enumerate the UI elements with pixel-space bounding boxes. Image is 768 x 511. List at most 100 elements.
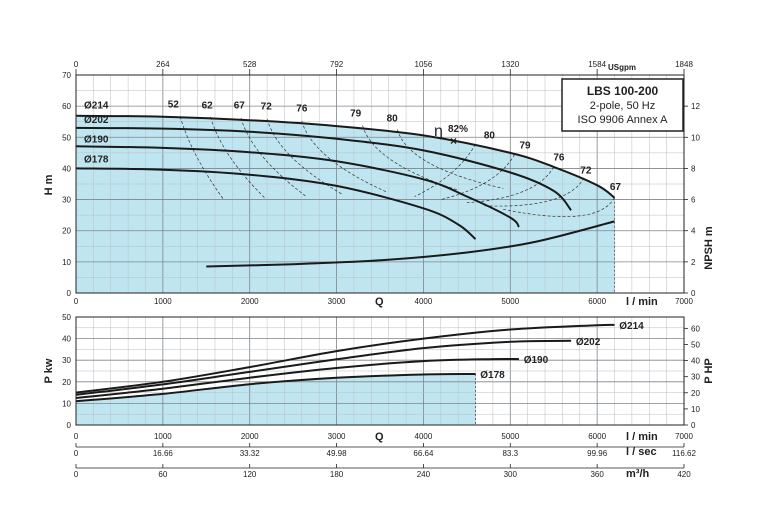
q-unit-head: l / min xyxy=(626,296,658,308)
power-hp-tick-label: 30 xyxy=(691,373,700,382)
chart-subtitle-standard: ISO 9906 Annex A xyxy=(578,114,669,126)
head-tick-label: 60 xyxy=(62,102,71,111)
m3h-unit-label: m³/h xyxy=(626,468,650,480)
efficiency-isoline-left xyxy=(301,121,388,193)
q-lmin-tick-label: 2000 xyxy=(241,297,259,306)
m3h-tick-label: 60 xyxy=(158,470,167,479)
chart-title: LBS 100-200 xyxy=(587,84,659,98)
efficiency-isoline-right xyxy=(440,154,515,200)
head-tick-label: 20 xyxy=(62,227,71,236)
q-lmin-tick-label: 1000 xyxy=(154,432,172,441)
power-curve-label: Ø202 xyxy=(576,337,601,348)
usgpm-tick-label: 0 xyxy=(74,60,79,69)
power-kw-tick-label: 20 xyxy=(62,378,71,387)
power-curve-label: Ø178 xyxy=(480,370,505,381)
power-hp-tick-label: 60 xyxy=(691,324,700,333)
npsh-tick-label: 8 xyxy=(691,164,696,173)
lsec-tick-label: 33.32 xyxy=(240,449,261,458)
lsec-tick-label: 49.98 xyxy=(327,449,348,458)
power-curves: Ø214 Ø202 Ø190 Ø178 xyxy=(75,321,644,425)
head-axis-title: H m xyxy=(43,174,55,195)
q-lmin-tick-label: 3000 xyxy=(328,297,346,306)
efficiency-label: 80 xyxy=(484,131,496,142)
q-lmin-tick-label: 1000 xyxy=(154,297,172,306)
npsh-tick-label: 10 xyxy=(691,133,700,142)
lsec-tick-label: 66.64 xyxy=(413,449,434,458)
efficiency-label: 52 xyxy=(168,100,180,111)
efficiency-label: 79 xyxy=(350,109,362,120)
head-curve-d178 xyxy=(75,167,477,240)
npsh-tick-label: 6 xyxy=(691,196,696,205)
lsec-tick-label: 99.96 xyxy=(587,449,608,458)
efficiency-label: 79 xyxy=(519,140,531,151)
head-curve-d202 xyxy=(75,126,572,211)
power-hp-tick-label: 40 xyxy=(691,357,700,366)
q-lmin-tick-label: 4000 xyxy=(415,432,433,441)
m3h-tick-label: 420 xyxy=(677,470,691,479)
efficiency-label: 67 xyxy=(234,101,246,112)
q-label-power: Q xyxy=(375,431,384,443)
efficiency-label: 80 xyxy=(387,113,399,124)
usgpm-tick-label: 792 xyxy=(330,60,344,69)
q-label-head: Q xyxy=(375,296,384,308)
power-kw-tick-label: 10 xyxy=(62,399,71,408)
efficiency-isoline-left xyxy=(179,116,224,200)
q-lmin-tick-label: 4000 xyxy=(415,297,433,306)
power-curve-d190 xyxy=(75,357,520,399)
m3h-tick-label: 120 xyxy=(243,470,257,479)
power-kw-tick-label: 30 xyxy=(62,356,71,365)
npsh-curve xyxy=(206,220,615,268)
efficiency-isoline-right xyxy=(414,143,476,197)
power-hp-axis-title: P HP xyxy=(703,358,715,383)
eta-symbol: η xyxy=(434,123,443,140)
q-unit-power: l / min xyxy=(626,431,658,443)
usgpm-tick-label: 1584 xyxy=(588,60,606,69)
efficiency-label: 72 xyxy=(261,102,273,113)
efficiency-label: 76 xyxy=(553,153,565,164)
q-lmin-tick-label: 2000 xyxy=(241,432,259,441)
q-lmin-tick-label: 0 xyxy=(74,432,79,441)
q-lmin-tick-label: 5000 xyxy=(501,432,519,441)
head-curve-label: Ø178 xyxy=(84,155,109,166)
power-hp-tick-label: 10 xyxy=(691,405,700,414)
bottom-flow-axes xyxy=(75,443,685,469)
head-tick-label: 40 xyxy=(62,164,71,173)
efficiency-label: 62 xyxy=(202,101,214,112)
title-box: LBS 100-200 2-pole, 50 Hz ISO 9906 Annex… xyxy=(561,78,684,132)
head-tick-label: 10 xyxy=(62,258,71,267)
power-curve-d202 xyxy=(75,339,572,396)
m3h-tick-label: 360 xyxy=(590,470,604,479)
chart-subtitle-poles: 2-pole, 50 Hz xyxy=(590,100,655,112)
head-curve-d214 xyxy=(75,114,616,199)
usgpm-tick-label: 1056 xyxy=(415,60,433,69)
efficiency-isoline-left xyxy=(397,129,504,189)
head-tick-label: 50 xyxy=(62,133,71,142)
head-curve-label: Ø202 xyxy=(84,115,109,126)
head-curve-label: Ø190 xyxy=(84,135,109,146)
q-lmin-tick-label: 6000 xyxy=(588,297,606,306)
lsec-tick-label: 0 xyxy=(74,449,79,458)
lsec-unit-label: l / sec xyxy=(626,446,657,458)
q-lmin-tick-label: 5000 xyxy=(501,297,519,306)
top-usgpm-axis: USgpm 0 264 528 792 1056 1320 1584 1848 xyxy=(74,60,693,75)
power-hp-tick-label: 0 xyxy=(691,421,696,430)
head-panel-frame xyxy=(75,74,685,294)
head-tick-label: 70 xyxy=(62,71,71,80)
npsh-tick-label: 12 xyxy=(691,102,700,111)
usgpm-tick-label: 264 xyxy=(156,60,170,69)
head-tick-label: 0 xyxy=(67,289,72,298)
head-tick-label: 30 xyxy=(62,196,71,205)
head-curve-label: Ø214 xyxy=(84,100,109,111)
npsh-tick-label: 0 xyxy=(691,289,696,298)
power-kw-tick-label: 0 xyxy=(67,421,72,430)
power-hp-tick-label: 50 xyxy=(691,340,700,349)
m3h-tick-label: 0 xyxy=(74,470,79,479)
power-curve-label: Ø190 xyxy=(524,355,549,366)
efficiency-isoline-right xyxy=(501,197,615,217)
lsec-tick-label: 16.66 xyxy=(153,449,174,458)
usgpm-tick-label: 1320 xyxy=(501,60,519,69)
m3h-tick-label: 300 xyxy=(504,470,518,479)
title-box-frame xyxy=(561,78,684,132)
lsec-tick-label: 116.62 xyxy=(672,449,696,458)
